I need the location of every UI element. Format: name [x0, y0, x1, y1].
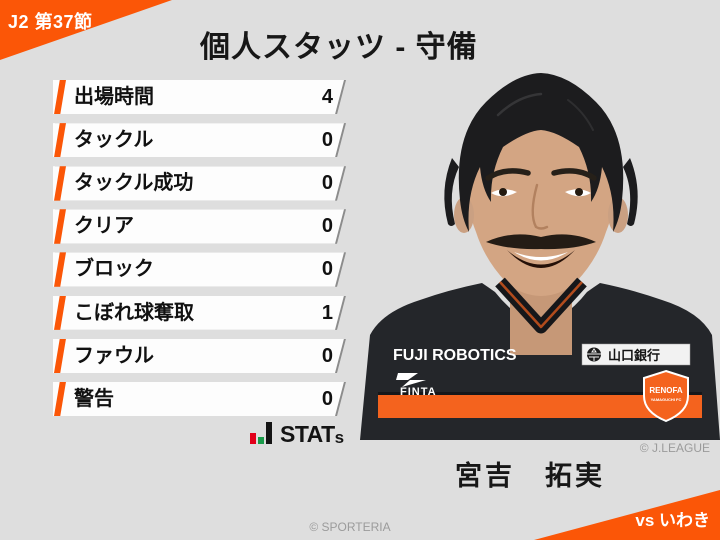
svg-text:FUJI ROBOTICS: FUJI ROBOTICS [393, 347, 517, 364]
svg-text:FINTA: FINTA [400, 386, 437, 398]
svg-text:YAMAGUCHI FC: YAMAGUCHI FC [651, 397, 682, 402]
svg-text:山口銀行: 山口銀行 [608, 348, 660, 363]
svg-text:RENOFA: RENOFA [649, 386, 683, 395]
